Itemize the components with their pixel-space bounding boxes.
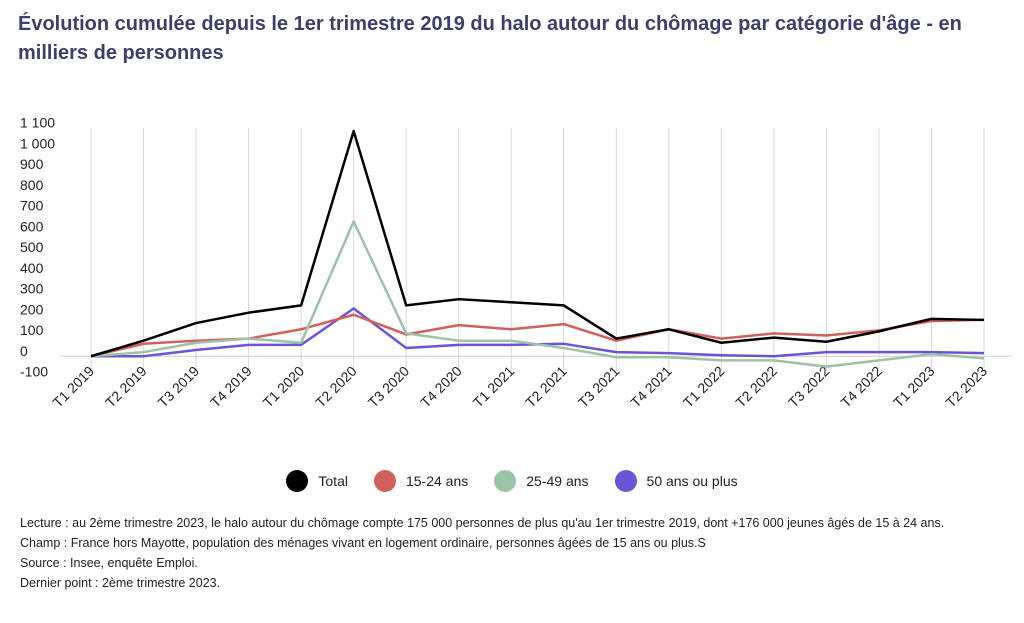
- x-tick-label: T3 2021: [575, 363, 623, 411]
- x-tick-label: T4 2022: [837, 363, 885, 411]
- legend-label: 50 ans ou plus: [646, 473, 738, 489]
- y-tick-label: 600: [20, 218, 44, 234]
- x-tick-label: T1 2023: [890, 363, 938, 411]
- x-tick-label: T4 2021: [627, 363, 675, 411]
- y-tick-label: 700: [20, 198, 44, 214]
- note: Lecture : au 2ème trimestre 2023, le hal…: [20, 516, 945, 530]
- note: Champ : France hors Mayotte, population …: [20, 536, 706, 550]
- note: Source : Insee, enquête Emploi.: [20, 556, 198, 570]
- x-tick-label: T2 2020: [312, 363, 360, 411]
- legend-marker: [286, 470, 309, 492]
- x-tick-label: T1 2020: [260, 363, 308, 411]
- legend-marker: [494, 470, 517, 492]
- notes: Lecture : au 2ème trimestre 2023, le hal…: [20, 513, 1010, 593]
- x-tick-label: T2 2021: [522, 363, 570, 411]
- y-tick-label: 1 000: [20, 135, 55, 151]
- legend-marker: [614, 470, 637, 492]
- legend-label: 15-24 ans: [405, 473, 469, 489]
- legend-marker: [373, 470, 396, 492]
- legend: Total 15-24 ans 25-49 ans 50 ans ou plus: [0, 470, 1024, 492]
- legend-item: Total: [286, 470, 348, 492]
- x-tick-label: T2 2023: [942, 363, 990, 411]
- y-tick-label: 500: [20, 239, 44, 255]
- x-tick-label: T3 2020: [365, 363, 413, 411]
- x-tick-label: T1 2022: [680, 363, 728, 411]
- y-tick-label: 0: [20, 343, 28, 359]
- y-tick-label: 300: [20, 281, 44, 297]
- y-tick-label: 1 100: [20, 115, 55, 131]
- x-tick-label: T1 2021: [470, 363, 518, 411]
- note: Dernier point : 2ème trimestre 2023.: [20, 576, 221, 590]
- legend-item: 25-49 ans: [494, 470, 589, 492]
- x-tick-label: T2 2022: [732, 363, 780, 411]
- y-tick-label: 900: [20, 156, 44, 172]
- x-tick-label: T2 2019: [102, 363, 150, 411]
- y-tick-label: -100: [20, 364, 48, 380]
- y-tick-label: 400: [20, 260, 44, 276]
- legend-label: Total: [318, 473, 348, 489]
- y-tick-label: 800: [20, 177, 44, 193]
- x-tick-label: T4 2019: [207, 363, 255, 411]
- legend-label: 25-49 ans: [526, 473, 589, 489]
- series-line: [90, 129, 985, 358]
- series-line: [90, 313, 985, 358]
- legend-item: 15-24 ans: [373, 470, 469, 492]
- x-tick-label: T3 2022: [785, 363, 833, 411]
- x-tick-label: T3 2019: [155, 363, 203, 411]
- legend-item: 50 ans ou plus: [614, 470, 738, 492]
- y-tick-label: 100: [20, 322, 44, 338]
- y-tick-label: 200: [20, 301, 44, 317]
- chart-title: Évolution cumulée depuis le 1er trimestr…: [18, 13, 962, 64]
- series-line: [90, 220, 985, 368]
- x-tick-label: T4 2020: [417, 363, 465, 411]
- x-tick-label: T1 2019: [49, 363, 97, 411]
